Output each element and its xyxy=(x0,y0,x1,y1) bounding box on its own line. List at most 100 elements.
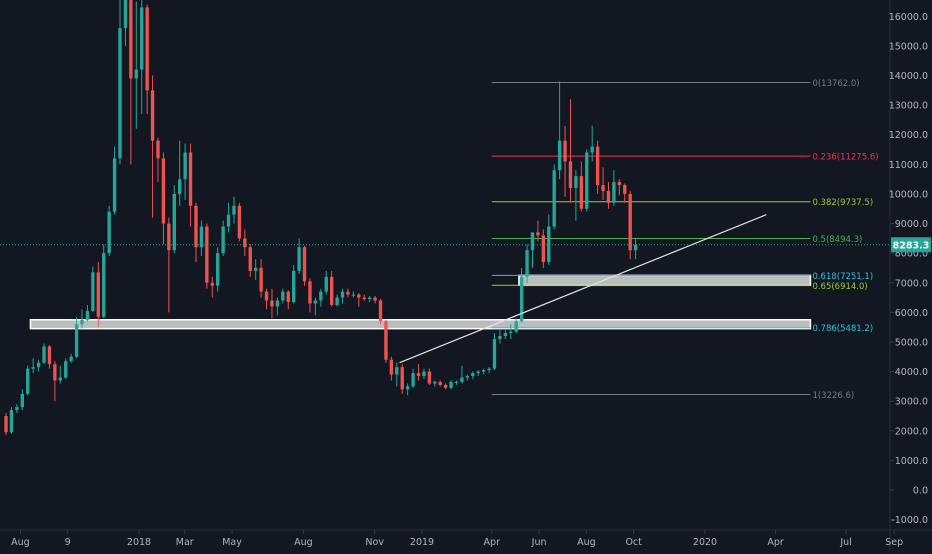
candle-down xyxy=(167,217,171,313)
candle-body xyxy=(471,373,475,377)
candle-down xyxy=(389,356,394,381)
candle-up xyxy=(590,125,594,162)
candle-down xyxy=(427,368,432,385)
candle-up xyxy=(64,358,68,379)
candle-up xyxy=(552,164,556,230)
candle-down xyxy=(205,223,209,289)
candle-body xyxy=(281,291,285,301)
candle-body xyxy=(188,152,193,206)
price-axis-tick-label: 2000.0 xyxy=(895,426,928,437)
candle-down xyxy=(302,245,307,286)
candle-down xyxy=(248,244,252,277)
price-axis-tick-label: 16000.0 xyxy=(889,12,928,23)
candle-down xyxy=(264,288,269,310)
candle-down xyxy=(156,137,160,183)
candle-up xyxy=(525,244,529,283)
candle-body xyxy=(9,410,14,433)
candle-body xyxy=(53,364,57,381)
candle-body xyxy=(460,377,464,382)
price-axis-tick-label: 13000.0 xyxy=(889,101,928,112)
candle-up xyxy=(612,170,616,206)
price-axis-tick-label: 11000.0 xyxy=(889,160,928,171)
candle-down xyxy=(329,270,334,307)
candle-body xyxy=(107,211,111,254)
candle-up xyxy=(254,259,258,280)
candle-body xyxy=(85,310,90,320)
candle-body xyxy=(579,176,584,209)
candle-up xyxy=(449,380,453,390)
fib-level-label: 0.65(6914.0) xyxy=(812,282,867,292)
candle-up xyxy=(297,238,301,274)
candle-up xyxy=(503,330,508,340)
fibonacci-retracement[interactable]: 0(13762.0) 0.236(11275.6) 0.382(9737.5) 0.5… xyxy=(491,79,879,401)
candle-down xyxy=(362,294,366,301)
candle-body xyxy=(514,321,518,332)
time-axis[interactable]: Aug 9 2018 Mar May Aug Nov 2019 Apr Jun Aug Oct 2020… xyxy=(0,529,932,548)
trendline-layer[interactable] xyxy=(399,214,767,364)
candle-down xyxy=(579,161,584,212)
candle-up xyxy=(36,359,41,372)
last-price-badge xyxy=(891,237,931,253)
candle-body xyxy=(259,267,263,292)
candle-up xyxy=(134,1,138,129)
fib-level-label: 0.236(11275.6) xyxy=(812,153,878,163)
candle-body xyxy=(476,371,480,374)
candle-up xyxy=(85,304,90,322)
candle-up xyxy=(422,368,426,379)
candle-up xyxy=(481,368,486,375)
candle-up xyxy=(465,374,470,381)
candle-body xyxy=(216,253,220,286)
fib-level-label: 0.618(7251.1) xyxy=(812,272,873,282)
candle-body xyxy=(270,300,274,307)
candle-body xyxy=(129,0,133,79)
candle-down xyxy=(194,202,198,263)
candle-body xyxy=(498,336,502,340)
support-zone-box[interactable] xyxy=(518,274,812,287)
fib-level-label: 0.5(8494.3) xyxy=(812,235,862,245)
candle-up xyxy=(313,297,318,316)
candle-down xyxy=(563,125,567,197)
support-zone-box[interactable] xyxy=(29,319,812,330)
candle-body xyxy=(357,294,361,298)
candle-up xyxy=(42,343,46,365)
price-axis-tick-label: 1000.0 xyxy=(895,456,928,467)
candle-down xyxy=(47,344,52,369)
candle-body xyxy=(525,250,529,277)
candle-body xyxy=(156,140,160,159)
candle-body xyxy=(205,226,209,283)
candle-down xyxy=(243,229,247,257)
candle-down xyxy=(378,299,383,325)
candle-body xyxy=(384,321,388,360)
candle-up xyxy=(574,170,578,221)
candle-body xyxy=(367,297,372,300)
candle-body xyxy=(91,272,95,311)
price-axis-tick-label: 3000.0 xyxy=(895,397,928,408)
candle-down xyxy=(606,182,611,209)
candle-body xyxy=(150,90,155,141)
candle-down xyxy=(308,278,312,313)
candle-body xyxy=(503,333,508,337)
trend-line[interactable] xyxy=(399,214,767,364)
price-axis[interactable]: 16000.0 15000.0 14000.0 13000.0 12000.0 11000… xyxy=(889,0,928,550)
candle-body xyxy=(112,158,117,212)
candle-down xyxy=(628,190,632,260)
candle-up xyxy=(112,146,117,215)
candle-body xyxy=(541,235,546,263)
candle-up xyxy=(118,0,122,165)
candle-body xyxy=(443,384,448,388)
candle-down xyxy=(210,276,214,298)
candle-body xyxy=(329,276,334,305)
candle-body xyxy=(69,356,73,362)
candle-down xyxy=(438,380,442,387)
candle-body xyxy=(574,176,578,189)
candle-body xyxy=(4,416,8,433)
candle-body xyxy=(389,359,394,375)
last-price-label: 8283.3 xyxy=(893,240,930,251)
candle-body xyxy=(286,291,290,303)
candle-up xyxy=(405,383,410,396)
candle-body xyxy=(422,371,426,377)
candle-body xyxy=(324,276,328,292)
candle-body xyxy=(308,281,312,304)
